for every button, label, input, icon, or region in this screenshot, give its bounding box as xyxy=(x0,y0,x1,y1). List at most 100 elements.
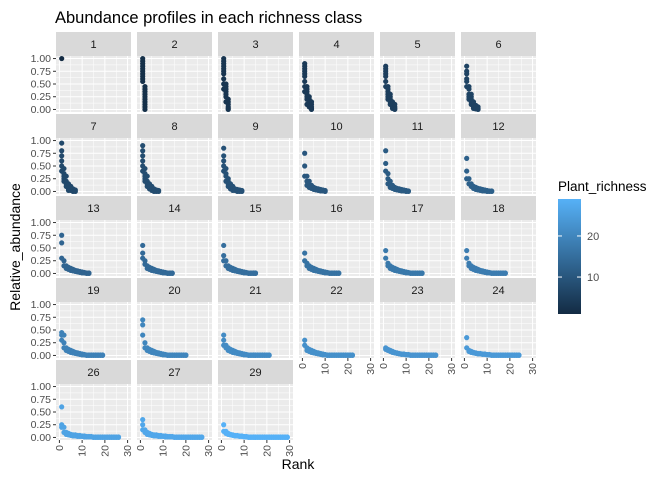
data-point xyxy=(140,422,146,428)
data-point xyxy=(59,158,65,164)
x-tick-label: 20 xyxy=(504,363,516,375)
facet-strip-label: 17 xyxy=(411,203,423,215)
facet-strip-label: 8 xyxy=(171,121,177,133)
x-tick-label: 20 xyxy=(99,445,111,457)
facet-strip xyxy=(56,278,131,302)
facet-strip xyxy=(218,114,293,138)
facet-strip-label: 29 xyxy=(249,367,261,379)
facet-panel-16: 16 xyxy=(299,196,374,277)
legend-title: Plant_richness xyxy=(558,179,647,194)
data-point xyxy=(475,106,481,113)
facet-strip xyxy=(56,196,131,220)
x-tick-label: 0 xyxy=(378,363,390,369)
data-point xyxy=(140,417,146,423)
colorbar xyxy=(558,199,581,314)
data-point xyxy=(284,434,290,441)
data-point xyxy=(221,158,227,164)
facet-strip xyxy=(137,196,212,220)
y-tick-label: 1.00 xyxy=(31,299,52,311)
y-tick-label: 0.50 xyxy=(31,325,52,337)
data-point xyxy=(140,158,146,164)
data-point xyxy=(252,270,259,277)
data-point xyxy=(302,150,308,156)
facet-strip xyxy=(299,114,374,138)
data-point xyxy=(302,337,308,343)
x-tick-label: 20 xyxy=(423,363,435,375)
data-point xyxy=(183,352,189,359)
facet-panel-9: 9 xyxy=(218,114,293,195)
y-tick-label: 0.00 xyxy=(31,186,52,198)
x-tick-label: 0 xyxy=(54,445,66,451)
facet-strip-label: 12 xyxy=(492,121,504,133)
facet-strip xyxy=(218,278,293,302)
x-axis-title: Rank xyxy=(282,456,316,472)
facet-panel-5: 5 xyxy=(380,32,455,113)
data-point xyxy=(383,247,389,254)
data-point xyxy=(225,106,231,113)
facet-strip-label: 4 xyxy=(333,39,339,51)
facet-panel-26: 26 0.000.250.500.751.00 0 10 20 30 xyxy=(31,360,134,457)
data-point xyxy=(140,153,146,159)
data-point xyxy=(464,335,470,341)
y-tick-label: 0.75 xyxy=(31,230,52,242)
data-point xyxy=(239,188,245,195)
data-point xyxy=(302,163,308,169)
x-tick-label: 20 xyxy=(180,445,192,457)
x-tick-label: 10 xyxy=(482,363,494,375)
facet-strip xyxy=(218,360,293,384)
y-tick-label: 0.75 xyxy=(31,66,52,78)
facet-strip-label: 13 xyxy=(87,203,99,215)
facet-strip-label: 9 xyxy=(252,121,258,133)
facet-strip-label: 14 xyxy=(168,203,180,215)
data-point xyxy=(142,106,148,113)
x-tick-label: 10 xyxy=(401,363,413,375)
data-point xyxy=(336,270,342,277)
data-point xyxy=(383,73,389,79)
data-point xyxy=(304,173,310,179)
facet-panel-17: 17 xyxy=(380,196,455,277)
facet-strip xyxy=(218,32,293,56)
y-tick-label: 0.25 xyxy=(31,173,52,185)
data-point xyxy=(59,140,65,146)
facet-strip-label: 21 xyxy=(249,285,261,297)
y-tick-label: 1.00 xyxy=(31,135,52,147)
colorbar-legend: Plant_richness 10 20 xyxy=(558,179,647,314)
data-point xyxy=(140,143,146,149)
x-tick-label: 30 xyxy=(122,445,134,457)
facet-strip-label: 19 xyxy=(87,285,99,297)
x-tick-label: 0 xyxy=(135,445,147,451)
facet-panel-10: 10 xyxy=(299,114,374,195)
y-tick-label: 0.00 xyxy=(31,350,52,362)
y-tick-label: 0.50 xyxy=(31,161,52,173)
data-point xyxy=(466,176,472,182)
data-point xyxy=(223,165,229,172)
data-point xyxy=(383,160,389,167)
data-point xyxy=(489,188,495,195)
data-point xyxy=(140,322,146,328)
facet-strip xyxy=(299,196,374,220)
data-point xyxy=(349,352,356,359)
data-point xyxy=(221,242,227,249)
facet-strip xyxy=(380,196,455,220)
facet-panel-21: 21 xyxy=(218,278,293,359)
facet-strip xyxy=(56,360,131,384)
facet-strip xyxy=(461,278,536,302)
y-tick-label: 1.00 xyxy=(31,381,52,393)
data-point xyxy=(466,86,472,92)
facet-strip-label: 11 xyxy=(412,121,423,133)
data-point xyxy=(61,258,67,264)
data-point xyxy=(308,106,315,113)
facet-panel-8: 8 xyxy=(137,114,212,195)
y-tick-label: 0.25 xyxy=(31,91,52,103)
facet-panel-4: 4 xyxy=(299,32,374,113)
x-tick-label: 0 xyxy=(459,363,471,369)
data-point xyxy=(433,352,439,359)
data-point xyxy=(405,188,412,195)
facet-strip xyxy=(56,32,131,56)
data-point xyxy=(464,155,470,161)
data-point xyxy=(59,232,65,238)
facet-panel-18: 18 xyxy=(461,196,536,277)
y-tick-label: 0.25 xyxy=(31,337,52,349)
data-point xyxy=(223,258,229,264)
facet-strip-label: 23 xyxy=(411,285,423,297)
